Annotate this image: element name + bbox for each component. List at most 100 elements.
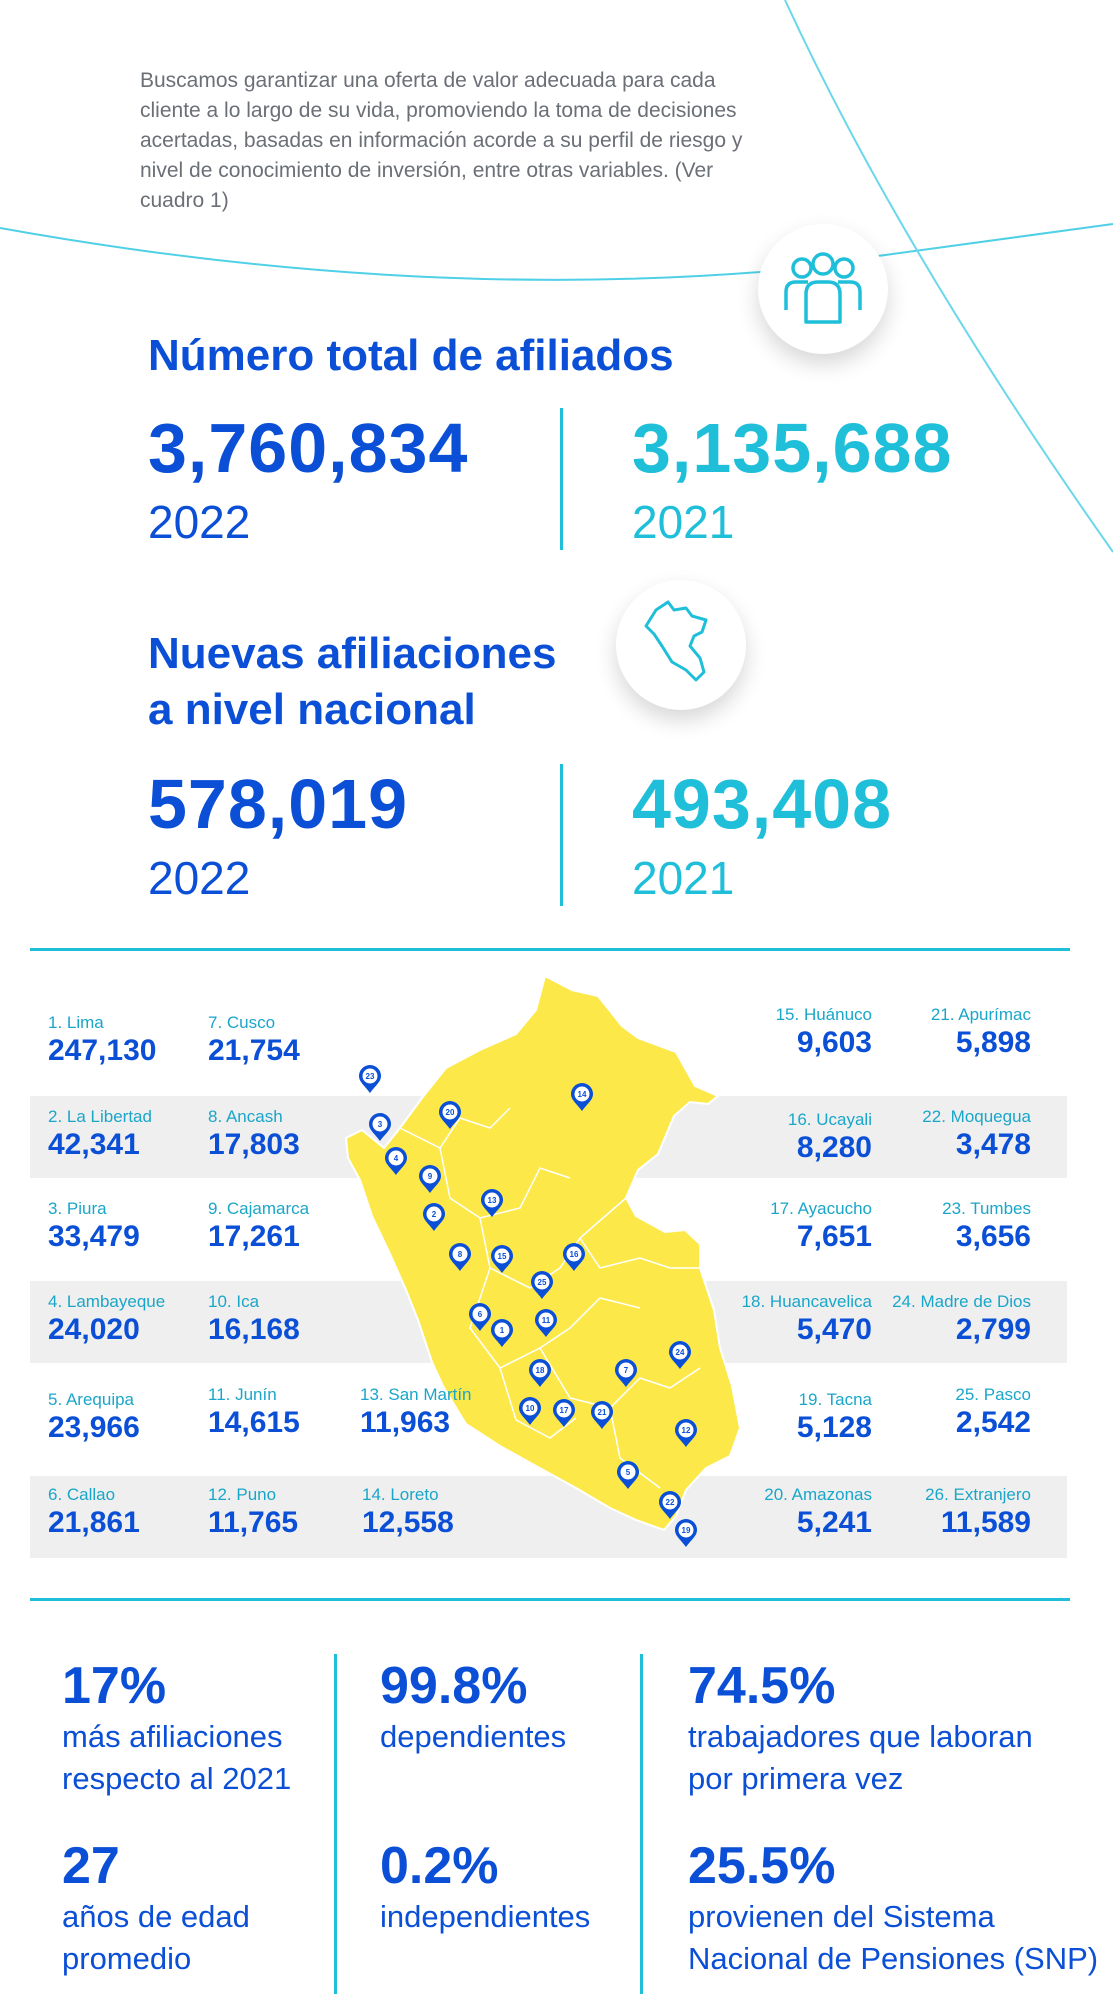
stat-value: 25.5%	[688, 1837, 836, 1895]
map-pin-icon: 1	[491, 1319, 513, 1347]
region-value: 3,478	[955, 1128, 1031, 1161]
map-pin-label: 18	[536, 1366, 545, 1375]
map-pin-label: 9	[428, 1172, 433, 1181]
map-pin-icon: 19	[675, 1519, 697, 1547]
region-san-martin: 13. San Martín 11,963	[360, 1385, 472, 1441]
region-name: 21. Apurímac	[930, 1005, 1031, 1024]
map-pin-label: 12	[682, 1426, 691, 1435]
map-pin-label: 11	[542, 1316, 551, 1325]
stat-label: independientes	[380, 1899, 591, 1934]
stat-label: respecto al 2021	[62, 1761, 292, 1796]
map-pin-icon: 4	[385, 1147, 407, 1175]
new-affiliations-title-line1: Nuevas afiliaciones	[148, 629, 557, 678]
map-pin-label: 20	[446, 1108, 455, 1117]
stat-label: promedio	[62, 1941, 192, 1976]
region-pasco: 25. Pasco 2,542	[955, 1385, 1031, 1441]
map-pin-label: 24	[676, 1348, 685, 1357]
total-affiliates-title: Número total de afiliados	[148, 331, 674, 380]
map-pin-label: 19	[682, 1526, 691, 1535]
region-value: 5,470	[796, 1313, 872, 1346]
section-divider	[30, 948, 1070, 951]
region-value: 33,479	[48, 1220, 140, 1253]
map-pin-icon: 22	[659, 1491, 681, 1519]
region-name: 18. Huancavelica	[741, 1292, 872, 1311]
region-value: 17,261	[208, 1220, 300, 1253]
stat-more-affiliations: 17% más afiliaciones respecto al 2021	[62, 1656, 291, 1800]
stat-value: 17%	[62, 1657, 167, 1715]
map-pin-label: 1	[500, 1326, 505, 1335]
map-pin-label: 10	[526, 1404, 535, 1413]
region-name: 22. Moquegua	[922, 1107, 1031, 1126]
region-value: 247,130	[48, 1034, 157, 1067]
stat-first-job-workers: 74.5% trabajadores que laboran por prime…	[688, 1656, 1033, 1800]
region-name: 7. Cusco	[208, 1013, 276, 1032]
region-value: 7,651	[796, 1220, 872, 1253]
region-cajamarca: 9. Cajamarca 17,261	[208, 1199, 309, 1255]
map-pin-label: 15	[498, 1252, 507, 1261]
region-value: 16,168	[208, 1313, 300, 1346]
map-pin-icon: 24	[669, 1341, 691, 1369]
region-name: 24. Madre de Dios	[892, 1292, 1031, 1311]
stat-dependents: 99.8% dependientes	[380, 1656, 566, 1758]
region-apurimac: 21. Apurímac 5,898	[931, 1005, 1031, 1061]
region-value: 24,020	[48, 1313, 140, 1346]
region-name: 12. Puno	[208, 1485, 277, 1504]
map-pin-icon: 15	[491, 1245, 513, 1273]
map-pin-label: 2	[432, 1210, 437, 1219]
region-ica: 10. Ica 16,168	[208, 1292, 300, 1348]
region-value: 12,558	[362, 1506, 454, 1539]
map-pin-label: 8	[458, 1250, 463, 1259]
map-pin-icon: 14	[571, 1083, 593, 1111]
region-value: 11,589	[940, 1506, 1031, 1539]
map-pin-label: 22	[666, 1498, 675, 1507]
map-pin-icon: 16	[563, 1243, 585, 1271]
stat-label: años de edad	[62, 1899, 250, 1934]
region-name: 15. Huánuco	[775, 1005, 872, 1024]
region-value: 21,754	[208, 1034, 300, 1067]
map-pin-icon: 25	[531, 1271, 553, 1299]
region-value: 9,603	[796, 1026, 872, 1059]
map-pin-icon: 9	[419, 1165, 441, 1193]
region-value: 42,341	[48, 1128, 140, 1161]
region-name: 19. Tacna	[798, 1390, 872, 1409]
region-value: 5,898	[955, 1026, 1031, 1059]
region-moquegua: 22. Moquegua 3,478	[922, 1107, 1031, 1163]
region-name: 14. Loreto	[362, 1485, 439, 1504]
map-pin-icon: 6	[469, 1303, 491, 1331]
map-pin-icon: 12	[675, 1419, 697, 1447]
map-pin-icon: 13	[481, 1189, 503, 1217]
region-value: 11,963	[360, 1406, 451, 1439]
map-pin-icon: 5	[617, 1461, 639, 1489]
region-ancash: 8. Ancash 17,803	[208, 1107, 300, 1163]
region-tacna: 19. Tacna 5,128	[797, 1390, 872, 1446]
region-huanuco: 15. Huánuco 9,603	[776, 1005, 872, 1061]
region-value: 2,542	[955, 1406, 1031, 1439]
region-huancavelica: 18. Huancavelica 5,470	[742, 1292, 872, 1348]
region-name: 10. Ica	[208, 1292, 260, 1311]
map-pin-icon: 7	[615, 1359, 637, 1387]
stat-from-snp: 25.5% provienen del Sistema Nacional de …	[688, 1836, 1098, 1980]
divider	[560, 408, 563, 550]
region-name: 23. Tumbes	[942, 1199, 1031, 1218]
map-pin-label: 3	[378, 1120, 383, 1129]
stat-label: provienen del Sistema	[688, 1899, 995, 1934]
map-pin-icon: 23	[359, 1065, 381, 1093]
map-pin-icon: 2	[423, 1203, 445, 1231]
total-affiliates-2022-year: 2022	[148, 496, 251, 548]
map-pin-label: 25	[538, 1278, 547, 1287]
region-name: 17. Ayacucho	[770, 1199, 872, 1218]
divider	[640, 1654, 643, 1994]
new-affiliations-2022-value: 578,019	[148, 765, 409, 843]
total-affiliates-2021-value: 3,135,688	[632, 409, 953, 487]
new-affiliations-2022-year: 2022	[148, 852, 251, 904]
stat-label: por primera vez	[688, 1761, 904, 1796]
region-name: 1. Lima	[48, 1013, 104, 1032]
region-cusco: 7. Cusco 21,754	[208, 1013, 300, 1069]
region-value: 14,615	[208, 1406, 300, 1439]
region-madre-de-dios: 24. Madre de Dios 2,799	[892, 1292, 1031, 1348]
intro-paragraph: Buscamos garantizar una oferta de valor …	[140, 69, 743, 212]
region-la-libertad: 2. La Libertad 42,341	[48, 1107, 152, 1163]
region-ucayali: 16. Ucayali 8,280	[788, 1110, 872, 1166]
region-name: 25. Pasco	[955, 1385, 1031, 1404]
stat-label: trabajadores que laboran	[688, 1719, 1033, 1754]
